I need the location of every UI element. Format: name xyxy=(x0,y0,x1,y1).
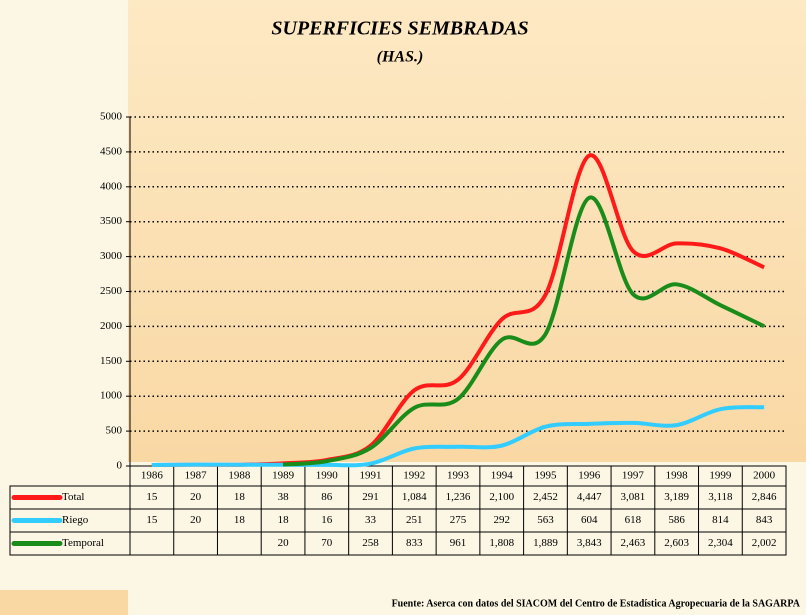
table-value: 275 xyxy=(450,514,467,526)
table-value: 4,447 xyxy=(577,491,602,503)
table-value: 604 xyxy=(581,514,598,526)
y-tick-label: 3500 xyxy=(100,215,123,227)
table-value: 2,304 xyxy=(708,537,733,549)
table-value: 833 xyxy=(406,537,423,549)
table-value: 292 xyxy=(493,514,510,526)
legend-label: Temporal xyxy=(62,537,104,549)
x-tick-label: 1996 xyxy=(578,470,601,482)
x-tick-label: 1998 xyxy=(666,470,689,482)
plot-background xyxy=(128,0,806,462)
x-tick-label: 1987 xyxy=(185,470,208,482)
table-value: 3,189 xyxy=(664,491,689,503)
table-body xyxy=(9,485,787,556)
y-tick-label: 1500 xyxy=(100,355,123,367)
x-tick-label: 1995 xyxy=(534,470,557,482)
y-tick-label: 5000 xyxy=(100,111,123,123)
table-value: 1,808 xyxy=(489,537,514,549)
table-value: 20 xyxy=(278,537,290,549)
table-value: 814 xyxy=(712,514,729,526)
x-tick-label: 1986 xyxy=(141,470,164,482)
table-value: 86 xyxy=(321,491,333,503)
x-tick-label: 1999 xyxy=(709,470,732,482)
table-value: 18 xyxy=(234,514,246,526)
table-value: 258 xyxy=(362,537,379,549)
table-value: 251 xyxy=(406,514,423,526)
table-value: 1,084 xyxy=(402,491,427,503)
table-value: 2,100 xyxy=(489,491,514,503)
table-value: 2,846 xyxy=(752,491,777,503)
source-note: Fuente: Aserca con datos del SIACOM del … xyxy=(392,598,801,609)
table-value: 3,118 xyxy=(708,491,733,503)
table-value: 3,081 xyxy=(621,491,646,503)
table-value: 18 xyxy=(278,514,290,526)
table-value: 2,002 xyxy=(752,537,777,549)
x-tick-label: 1992 xyxy=(403,470,425,482)
table-value: 1,236 xyxy=(446,491,471,503)
table-value: 291 xyxy=(362,491,379,503)
y-tick-label: 500 xyxy=(106,425,123,437)
x-tick-label: 1994 xyxy=(491,470,514,482)
series-line xyxy=(282,195,766,467)
table-value: 2,463 xyxy=(621,537,646,549)
chart-subtitle: (HAS.) xyxy=(377,49,424,66)
y-tick-label: 0 xyxy=(117,460,123,472)
x-tick-label: 1997 xyxy=(622,470,645,482)
table-value: 33 xyxy=(365,514,377,526)
x-tick-label: 1990 xyxy=(316,470,339,482)
table-value: 20 xyxy=(190,514,202,526)
table-value: 15 xyxy=(146,514,158,526)
table-value: 843 xyxy=(756,514,773,526)
legend-label: Total xyxy=(62,491,84,503)
table-value: 563 xyxy=(537,514,554,526)
table-value: 3,843 xyxy=(577,537,602,549)
table-value: 618 xyxy=(625,514,642,526)
y-tick-label: 4000 xyxy=(100,180,123,192)
x-tick-label: 1989 xyxy=(272,470,295,482)
table-value: 70 xyxy=(321,537,333,549)
table-value: 2,452 xyxy=(533,491,558,503)
table-value: 961 xyxy=(450,537,467,549)
table-value: 2,603 xyxy=(664,537,689,549)
table-value: 586 xyxy=(668,514,685,526)
y-tick-label: 3000 xyxy=(100,250,123,262)
table-value: 15 xyxy=(146,491,158,503)
legend-label: Riego xyxy=(62,514,89,526)
x-tick-label: 1988 xyxy=(228,470,251,482)
table-value: 1,889 xyxy=(533,537,558,549)
x-tick-label: 1993 xyxy=(447,470,470,482)
table-value: 16 xyxy=(321,514,333,526)
table-value: 20 xyxy=(190,491,202,503)
x-tick-label: 2000 xyxy=(753,470,776,482)
y-tick-label: 1000 xyxy=(100,390,123,402)
chart-title: SUPERFICIES SEMBRADAS xyxy=(271,18,528,40)
y-tick-label: 4500 xyxy=(100,145,123,157)
table-value: 38 xyxy=(278,491,290,503)
table-value: 18 xyxy=(234,491,246,503)
y-tick-label: 2500 xyxy=(100,285,123,297)
y-tick-label: 2000 xyxy=(100,320,123,332)
x-tick-label: 1991 xyxy=(360,470,382,482)
series-line xyxy=(151,405,765,468)
corner-block xyxy=(0,590,128,615)
